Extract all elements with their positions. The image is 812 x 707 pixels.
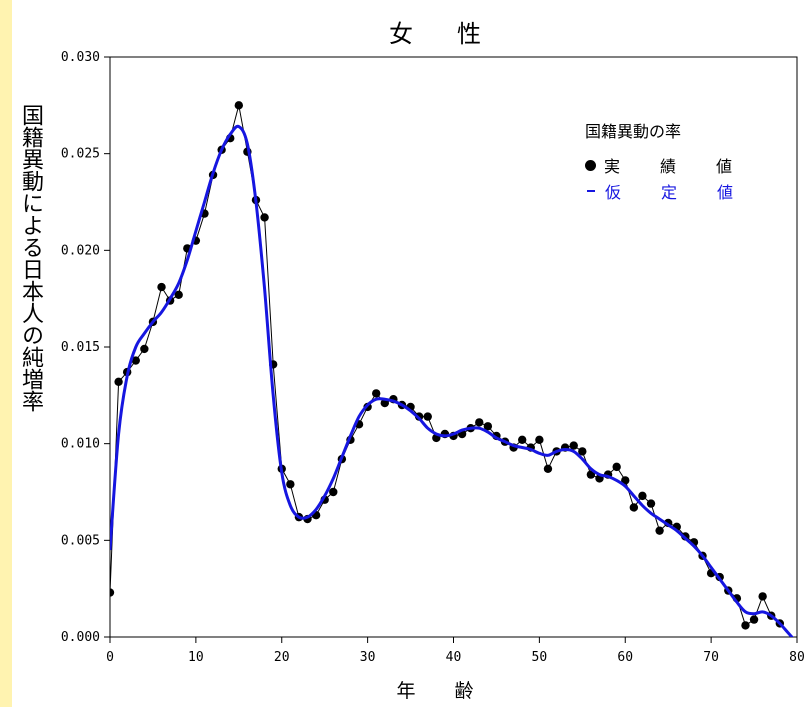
x-axis-label: 年 齢 [396,680,484,702]
actual-point [140,344,149,354]
x-tick-label: 0 [106,650,114,665]
x-tick-label: 70 [703,650,719,665]
actual-point [646,499,656,508]
actual-point [749,615,759,624]
x-axis: 0 10 20 30 40 50 60 70 80 [106,637,805,665]
y-tick-label: 0.015 [61,340,100,355]
side-strip [0,0,12,707]
y-tick-label: 0.005 [61,533,100,548]
actual-point [612,462,621,472]
actual-point [475,418,484,427]
series-model [110,124,794,637]
x-tick-label: 30 [360,650,376,665]
actual-point [110,588,115,597]
actual-point [234,101,244,110]
legend-item-actual: 実 績 値 [585,152,745,178]
actual-point [586,470,596,479]
actual-point [578,447,587,456]
legend-label-model: 仮 定 値 [605,183,746,202]
x-tick-label: 60 [617,650,633,665]
legend-title: 国籍異動の率 [585,122,682,141]
actual-point [286,480,295,489]
actual-point [518,435,527,444]
y-tick-label: 0.030 [61,50,100,65]
actual-point [329,487,338,497]
y-tick-label: 0.025 [61,147,100,162]
y-tick-label: 0.000 [61,630,100,645]
x-tick-label: 50 [532,650,548,665]
actual-point [638,491,647,501]
x-tick-label: 20 [274,650,290,665]
actual-point [131,356,140,365]
actual-point [483,422,493,431]
actual-point [372,389,381,398]
filled-circle-icon [585,159,596,171]
legend: 国籍異動の率 実 績 値 仮 定 値 [585,118,745,204]
line-dash-icon [587,190,595,192]
actual-point [758,592,767,601]
y-tick-label: 0.010 [61,437,100,452]
actual-point [114,377,123,386]
y-axis: 0.000 0.005 0.010 0.015 0.020 0.025 0.030 [61,50,110,645]
actual-point [741,621,750,630]
y-tick-label: 0.020 [61,243,100,258]
actual-point [535,435,544,444]
chart-title: 女 性 [389,20,491,48]
x-tick-label: 80 [789,650,805,665]
model-smooth-line [110,124,794,637]
actual-point [157,282,166,292]
actual-point [655,526,664,535]
legend-item-model: 仮 定 値 [585,178,745,204]
x-tick-label: 40 [446,650,462,665]
actual-point [629,503,639,512]
actual-point [569,441,578,450]
actual-point [621,476,630,485]
legend-label-actual: 実 績 値 [604,157,745,176]
actual-point [423,412,432,421]
actual-point [260,213,269,222]
actual-point [543,464,553,473]
y-axis-label: 国籍異動による日本人の純増率 [18,104,43,412]
x-tick-label: 10 [188,650,204,665]
actual-point [174,290,183,299]
